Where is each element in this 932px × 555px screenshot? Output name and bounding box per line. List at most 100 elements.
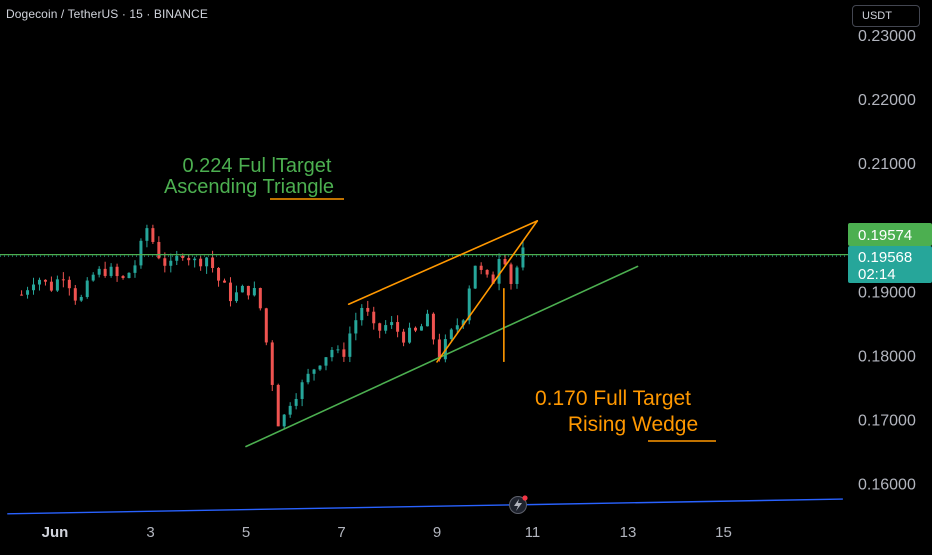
time-tick-label: 7 xyxy=(337,524,345,541)
candle-body xyxy=(49,281,53,291)
candle-body xyxy=(157,241,161,259)
time-tick-label: 3 xyxy=(146,524,154,541)
level-price-text: 0.19574 xyxy=(858,227,912,244)
last-price-text: 0.19568 xyxy=(858,249,912,266)
candle-body xyxy=(402,331,406,343)
candle-body xyxy=(127,272,131,279)
price-tick-label: 0.23000 xyxy=(858,28,916,45)
candle-body xyxy=(205,257,209,267)
candle-body xyxy=(217,267,221,281)
wedge-lower-line[interactable] xyxy=(436,220,539,363)
candle-body xyxy=(121,276,125,279)
candle-body xyxy=(318,365,322,370)
candle-body xyxy=(139,240,143,266)
time-tick-label: 15 xyxy=(715,524,732,541)
symbol-title[interactable]: Dogecoin / TetherUS · 15 · BINANCE xyxy=(6,7,208,21)
candle-body xyxy=(67,279,71,289)
candle-body xyxy=(455,325,459,330)
candle-body xyxy=(414,327,418,331)
candle-body xyxy=(264,308,268,343)
candle-body xyxy=(109,266,113,276)
candle-body xyxy=(372,311,376,324)
level-price-badge xyxy=(848,223,932,246)
candle-body xyxy=(55,279,59,291)
price-axis[interactable]: 0.23000 0.22000 0.21000 0.19000 0.18000 0.170… xyxy=(858,28,916,494)
candle-body xyxy=(193,258,197,261)
time-axis[interactable]: Jun 3 5 7 9 11 13 15 xyxy=(0,518,848,550)
candle-body xyxy=(240,285,244,293)
candle-body xyxy=(228,282,232,302)
candle-body xyxy=(336,349,340,351)
time-tick-label: 13 xyxy=(620,524,637,541)
candle-body xyxy=(515,267,519,284)
candle-body xyxy=(306,373,310,383)
price-tick-label: 0.17000 xyxy=(858,413,916,430)
wedge-upper-line[interactable] xyxy=(347,220,539,306)
candle-body xyxy=(294,398,298,406)
candle-body xyxy=(360,307,364,321)
candle-body xyxy=(312,369,316,374)
candle-body xyxy=(145,228,149,241)
candle-body xyxy=(234,292,238,302)
candle-body xyxy=(103,268,107,276)
candle-body xyxy=(282,414,286,427)
candle-body xyxy=(199,258,203,267)
candle-body xyxy=(211,257,215,268)
price-tick-label: 0.22000 xyxy=(858,92,916,109)
candle-body xyxy=(288,405,292,415)
candle-body xyxy=(467,288,471,321)
candle-body xyxy=(449,329,453,340)
candle-body xyxy=(181,255,185,259)
candle-body xyxy=(461,320,465,326)
candle-body xyxy=(79,296,83,301)
triangle-target-label: 0.224 Ful lTarget xyxy=(183,155,332,177)
candle-body xyxy=(473,265,477,289)
candle-body xyxy=(479,265,483,270)
currency-selector[interactable]: USDT xyxy=(852,5,920,27)
candle-body xyxy=(151,228,155,242)
candle-body xyxy=(366,307,370,312)
candle-body xyxy=(419,326,423,331)
time-tick-label: Jun xyxy=(42,524,69,541)
candle-body xyxy=(20,294,24,296)
candle-body xyxy=(521,247,525,268)
candle-body xyxy=(61,279,65,281)
candle-body xyxy=(437,339,441,360)
last-price-badge xyxy=(848,246,932,283)
candle-body xyxy=(73,288,77,301)
candle-body xyxy=(163,258,167,266)
time-tick-label: 11 xyxy=(525,524,541,541)
candle-body xyxy=(348,333,352,357)
candle-body xyxy=(342,349,346,357)
price-tick-label: 0.18000 xyxy=(858,349,916,366)
candle-body xyxy=(246,285,250,296)
candle-body xyxy=(509,264,513,284)
candle-body xyxy=(37,279,41,285)
candle-body xyxy=(491,274,495,284)
candle-body xyxy=(32,284,36,291)
candle-body xyxy=(324,357,328,366)
wedge-pattern-label: Rising Wedge xyxy=(568,413,698,436)
time-tick-label: 5 xyxy=(242,524,250,541)
candle-body xyxy=(270,342,274,385)
countdown-text: 02:14 xyxy=(858,266,896,283)
candle-body xyxy=(26,290,30,295)
long-term-trendline[interactable] xyxy=(7,498,843,515)
candle-body xyxy=(169,260,173,266)
candle-body xyxy=(396,322,400,332)
candle-body xyxy=(258,288,262,309)
candle-body xyxy=(276,384,280,427)
candle-body xyxy=(223,280,227,283)
candle-body xyxy=(497,258,501,284)
candle-body xyxy=(503,258,507,265)
candle-body xyxy=(330,349,334,358)
candle-body xyxy=(390,322,394,326)
time-axis-bg xyxy=(0,518,848,550)
replay-icon[interactable] xyxy=(509,495,528,514)
candle-body xyxy=(85,280,89,297)
candle-body xyxy=(187,258,191,261)
candle-body xyxy=(175,255,179,261)
candle-body xyxy=(354,320,358,334)
